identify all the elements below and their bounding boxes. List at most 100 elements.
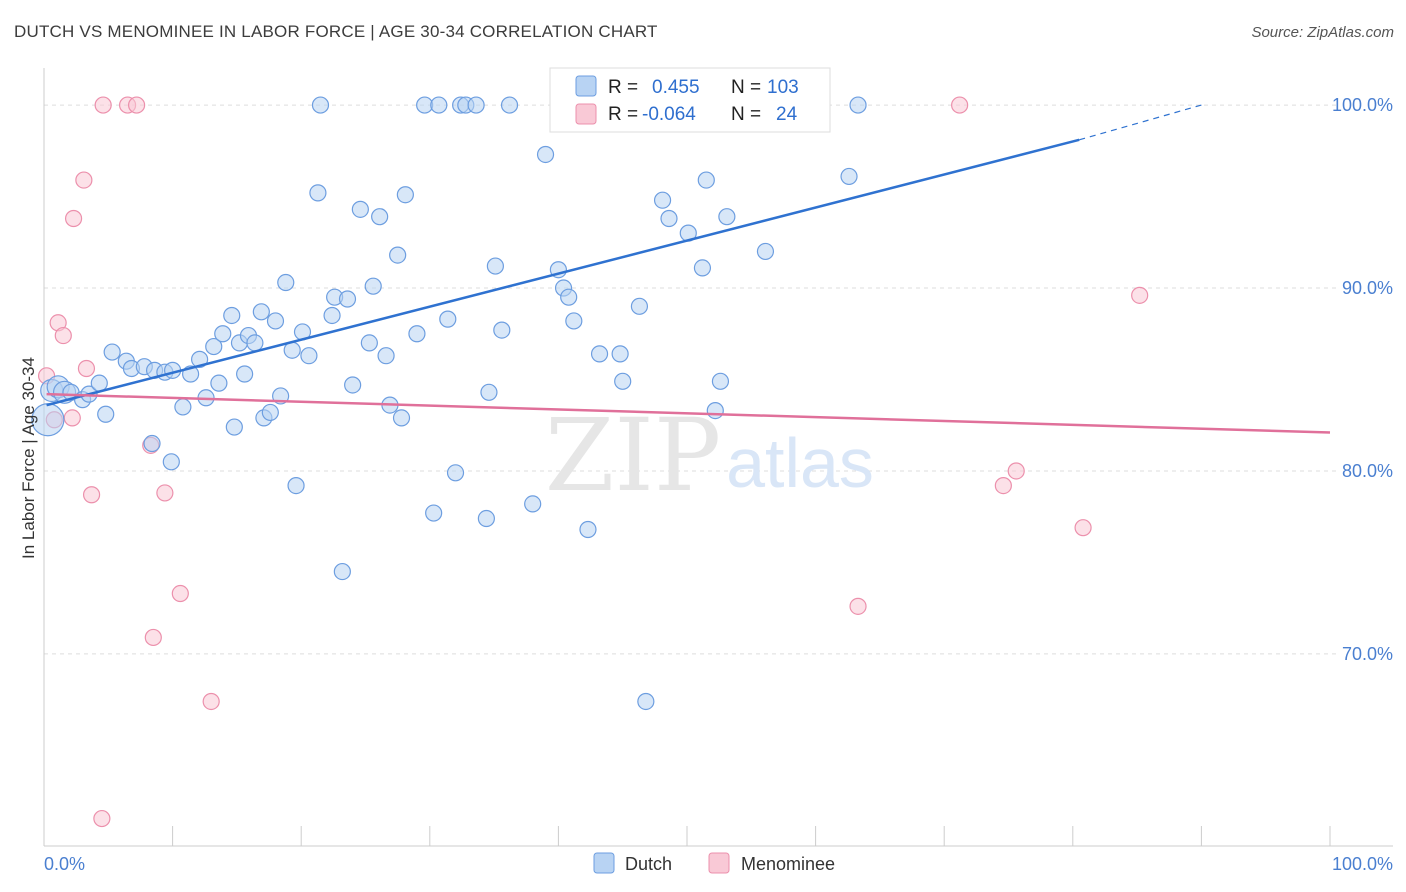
legend-dutch-r-value: 0.455 [652, 77, 700, 98]
menominee-point [1131, 286, 1149, 304]
legend-dutch-n-label: N = [731, 77, 761, 98]
y-tick-label: 80.0% [1342, 461, 1393, 481]
bottom-legend-dutch-swatch [593, 852, 615, 874]
dutch-point [174, 398, 192, 416]
dutch-point [630, 297, 649, 315]
dutch-point [300, 347, 318, 365]
legend-box: R = 0.455 N = 103 R = -0.064 N = 24 [549, 67, 831, 133]
dutch-point [706, 401, 724, 420]
legend-menominee-r-label: R = [608, 104, 638, 125]
dutch-point [653, 191, 672, 209]
y-tick-label: 100.0% [1332, 95, 1393, 115]
menominee-point [951, 96, 969, 114]
dutch-point [344, 376, 362, 394]
dutch-point [430, 96, 448, 114]
legend-menominee-n-label: N = [731, 104, 761, 125]
legend-menominee-swatch [575, 103, 597, 125]
legend-menominee-r-value: -0.064 [642, 104, 696, 125]
bottom-legend: Dutch Menominee [593, 852, 835, 874]
dutch-point [223, 306, 241, 325]
dutch-point [392, 409, 411, 427]
menominee-point [1007, 462, 1025, 480]
dutch-point [480, 383, 498, 401]
menominee-point [94, 96, 112, 114]
dutch-point [614, 372, 632, 390]
dutch-point [425, 504, 443, 522]
bottom-legend-menominee-label: Menominee [741, 854, 835, 874]
y-tick-label: 70.0% [1342, 644, 1393, 664]
legend-background [549, 67, 831, 133]
dutch-point [590, 345, 609, 363]
dutch-point [408, 325, 426, 343]
dutch-point [210, 374, 228, 392]
menominee-point [1074, 519, 1092, 537]
menominee-point [77, 359, 96, 378]
menominee-point [54, 326, 72, 345]
menominee-point [171, 584, 189, 603]
dutch-point [266, 312, 285, 330]
legend-dutch-n-value: 103 [767, 77, 799, 98]
dutch-point [637, 692, 655, 711]
dutch-point [660, 209, 678, 228]
dutch-point [252, 303, 270, 321]
dutch-point [162, 453, 180, 471]
menominee-trend-line [46, 392, 1331, 434]
dutch-point [261, 403, 279, 422]
dutch-point [565, 312, 583, 330]
dutch-point [143, 434, 161, 453]
menominee-point [156, 484, 174, 502]
dutch-point [849, 96, 867, 114]
dutch-point [477, 509, 495, 528]
source-label: Source: ZipAtlas.com [1251, 24, 1394, 41]
dutch-point [840, 167, 858, 186]
bottom-legend-dutch-label: Dutch [625, 854, 672, 874]
dutch-point [246, 334, 264, 352]
menominee-point [63, 409, 81, 427]
dutch-point [351, 200, 369, 218]
menominee-point [82, 486, 101, 504]
dutch-point [90, 374, 108, 392]
watermark-atlas: atlas [726, 424, 874, 502]
dutch-point [309, 184, 327, 202]
dutch-point [277, 273, 295, 292]
dutch-point [467, 96, 485, 114]
menominee-point [202, 692, 220, 711]
dutch-trend-line [46, 138, 1080, 407]
dutch-points [31, 96, 867, 711]
menominee-point [144, 628, 162, 647]
menominee-point [93, 809, 111, 828]
axes: 70.0% 80.0% 90.0% 100.0% 0.0% 100.0% [43, 68, 1393, 874]
dutch-point [191, 350, 209, 368]
menominee-point [127, 96, 146, 114]
dutch-point [360, 334, 378, 352]
menominee-point [849, 597, 867, 615]
dutch-point [493, 321, 511, 339]
dutch-point [333, 562, 351, 581]
dutch-point [718, 208, 736, 226]
dutch-point [396, 186, 414, 204]
dutch-point [693, 259, 712, 277]
menominee-point [994, 477, 1012, 495]
dutch-point [579, 520, 597, 539]
x-tick-label: 0.0% [44, 854, 85, 874]
dutch-point [338, 290, 357, 308]
dutch-point [560, 288, 578, 306]
x-tick-label: 100.0% [1332, 854, 1393, 874]
dutch-point [756, 242, 775, 261]
dutch-point [536, 145, 555, 164]
y-tick-label: 90.0% [1342, 278, 1393, 298]
dutch-point [371, 208, 389, 226]
dutch-point [323, 306, 341, 325]
dutch-point [486, 257, 504, 275]
dutch-point [214, 325, 232, 343]
menominee-point [64, 209, 83, 228]
dutch-point [364, 277, 382, 295]
dutch-point [446, 464, 465, 482]
legend-dutch-r-label: R = [608, 77, 638, 98]
dutch-point [311, 96, 330, 114]
dutch-point [524, 495, 542, 513]
legend-dutch-swatch [575, 75, 597, 97]
y-axis-label: In Labor Force | Age 30-34 [19, 357, 38, 559]
watermark: ZIP atlas [545, 397, 874, 514]
